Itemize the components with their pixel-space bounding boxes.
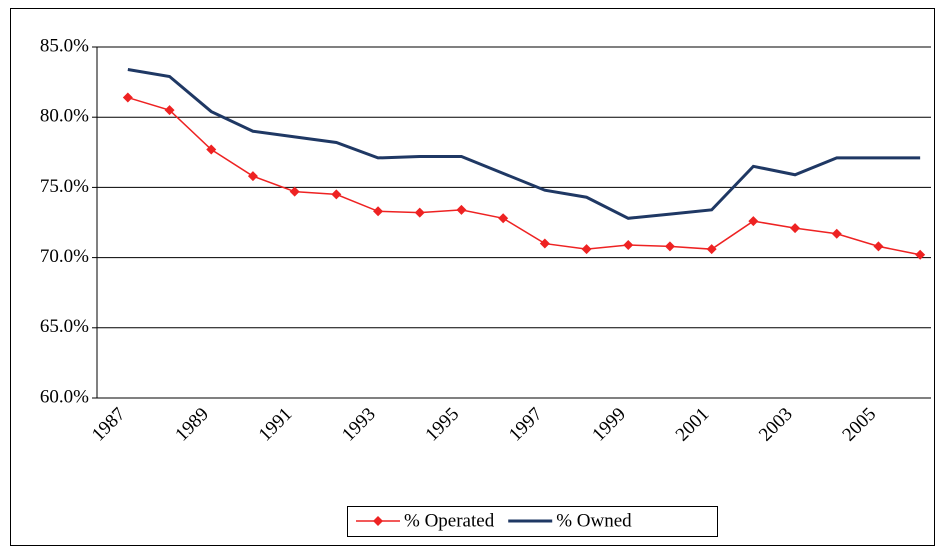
y-tick-label: 65.0% xyxy=(40,316,89,337)
series-line xyxy=(127,96,921,256)
point-marker xyxy=(414,207,425,218)
point-marker xyxy=(664,241,675,252)
legend: % Operated % Owned xyxy=(347,506,718,537)
point-marker xyxy=(790,223,801,234)
y-tick-label: 85.0% xyxy=(40,35,89,56)
y-tick-label: 70.0% xyxy=(40,246,89,267)
point-marker xyxy=(831,228,842,239)
y-tick-label: 75.0% xyxy=(40,176,89,197)
y-tick-label: 80.0% xyxy=(40,106,89,127)
series-line xyxy=(127,67,921,220)
point-marker xyxy=(498,213,509,224)
point-marker xyxy=(456,204,467,215)
point-marker xyxy=(581,244,592,255)
legend-label: % Operated xyxy=(404,510,495,531)
point-marker xyxy=(164,105,175,116)
point-marker xyxy=(289,186,300,197)
chart-frame xyxy=(10,8,935,546)
point-marker xyxy=(539,238,550,249)
point-marker xyxy=(706,244,717,255)
legend-label: % Owned xyxy=(556,510,632,531)
point-marker xyxy=(915,249,926,260)
point-marker xyxy=(373,206,384,217)
legend-marker xyxy=(373,516,383,526)
point-marker xyxy=(122,92,133,103)
point-marker xyxy=(748,216,759,227)
point-marker xyxy=(206,144,217,155)
point-marker xyxy=(331,189,342,200)
point-marker xyxy=(873,241,884,252)
point-marker xyxy=(247,171,258,182)
point-marker xyxy=(623,239,634,250)
y-tick-label: 60.0% xyxy=(40,386,89,407)
